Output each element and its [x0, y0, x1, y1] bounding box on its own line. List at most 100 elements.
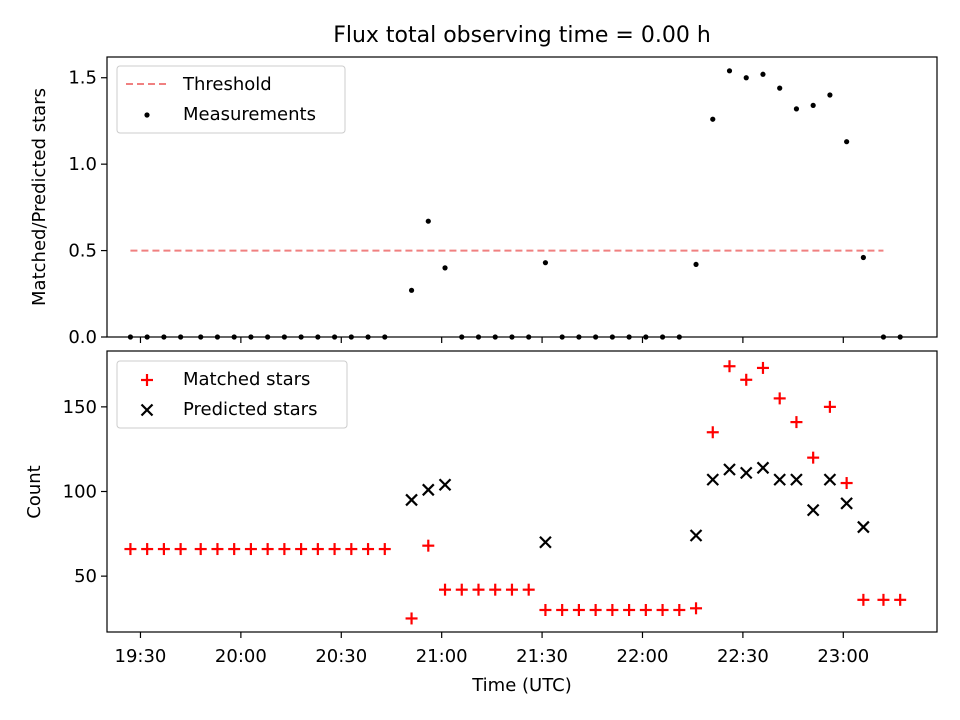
measurement-point — [542, 260, 549, 266]
matched-star-point — [673, 603, 686, 616]
matched-star-point — [472, 583, 485, 596]
top-y-axis-label: Matched/Predicted stars — [29, 88, 50, 306]
predicted-star-point — [739, 466, 753, 480]
matched-star-point — [345, 543, 358, 556]
matched-star-point — [157, 543, 170, 556]
matched-star-point — [539, 603, 552, 616]
matched-star-point — [556, 603, 569, 616]
matched-star-point — [572, 603, 585, 616]
x-tick-label: 21:00 — [416, 646, 468, 667]
matched-star-point — [522, 583, 535, 596]
legend-matched-label: Matched stars — [183, 369, 310, 390]
matched-star-point — [790, 416, 803, 429]
matched-star-point — [589, 603, 602, 616]
matched-star-point — [174, 543, 187, 556]
matched-star-point — [439, 583, 452, 596]
measurement-point — [743, 75, 749, 81]
x-tick-label: 22:30 — [717, 646, 769, 667]
matched-star-point — [773, 392, 786, 405]
measurement-point — [710, 116, 716, 122]
measurement-point — [760, 71, 766, 77]
legend-matched-swatch — [141, 374, 153, 386]
matched-star-point — [840, 477, 853, 490]
legend-predicted-marker — [140, 403, 154, 417]
bottom-plot-marks — [124, 360, 907, 625]
measurement-point — [793, 106, 800, 112]
measurement-point — [726, 68, 733, 74]
matched-star-point — [489, 583, 502, 596]
x-tick-label: 22:00 — [617, 646, 669, 667]
x-tick-label: 20:00 — [215, 646, 267, 667]
matched-star-point — [378, 543, 391, 556]
matched-star-point — [606, 603, 619, 616]
measurement-point — [810, 102, 816, 108]
legend-predicted-swatch — [140, 403, 154, 417]
bottom-y-tick-label: 50 — [74, 566, 97, 587]
matched-star-point — [261, 543, 274, 556]
predicted-star-point — [405, 493, 418, 507]
matched-star-point — [740, 373, 753, 386]
measurement-point — [844, 139, 850, 145]
matched-star-point — [422, 539, 435, 552]
bottom-legend: Matched stars Predicted stars — [116, 360, 348, 429]
bottom-x-axis-ticks: 19:30 20:00 20:30 21:00 21:30 22:00 22:30 23:00 — [115, 632, 869, 667]
matched-star-point — [723, 360, 736, 373]
bottom-y-axis-label: Count — [24, 465, 45, 518]
x-axis-label: Time (UTC) — [471, 675, 572, 696]
matched-star-point — [311, 543, 324, 556]
matched-star-point — [706, 426, 719, 439]
legend-predicted-label: Predicted stars — [183, 399, 317, 420]
matched-star-point — [194, 543, 207, 556]
top-legend: Threshold Measurements — [116, 65, 346, 134]
x-tick-label: 23:00 — [817, 646, 869, 667]
top-axes-frame — [106, 56, 938, 338]
x-tick-label: 20:30 — [315, 646, 367, 667]
matched-star-point — [505, 583, 518, 596]
matched-star-point — [141, 543, 154, 556]
predicted-star-point — [790, 473, 803, 486]
bottom-y-tick-label: 100 — [63, 482, 97, 503]
matched-star-point — [823, 400, 836, 413]
x-tick-label: 19:30 — [115, 646, 167, 667]
top-y-axis-ticks: 0.0 0.5 1.0 1.5 — [68, 68, 107, 348]
predicted-star-point — [706, 473, 720, 486]
matched-star-point — [690, 602, 703, 615]
legend-threshold-label: Threshold — [182, 74, 272, 95]
matched-star-point — [623, 603, 636, 616]
measurement-point — [860, 254, 866, 261]
matched-star-point — [455, 583, 468, 596]
top-legend-frame — [116, 65, 346, 134]
bottom-panel: 50 100 150 19:30 20:00 20:30 21:00 21:30 22:00 2… — [24, 350, 938, 696]
bottom-y-tick-label: 150 — [63, 397, 97, 418]
predicted-star-point — [539, 536, 552, 549]
matched-star-point — [328, 543, 341, 556]
matched-star-point — [656, 603, 669, 616]
legend-matched-marker — [141, 374, 153, 386]
top-x-axis-ticks — [139, 337, 844, 343]
top-y-tick-label: 0.0 — [68, 327, 97, 348]
matched-star-point — [639, 603, 652, 616]
top-y-tick-label: 1.5 — [68, 68, 97, 89]
predicted-star-point — [840, 497, 853, 510]
matched-star-point — [228, 543, 241, 556]
measurement-point — [777, 85, 783, 91]
predicted-star-point — [689, 529, 703, 542]
top-y-tick-label: 0.5 — [68, 241, 97, 262]
predicted-star-point — [422, 483, 435, 497]
top-y-tick-label: 1.0 — [68, 154, 97, 175]
measurement-point — [827, 92, 833, 98]
x-tick-label: 21:30 — [516, 646, 568, 667]
matched-star-point — [894, 593, 907, 606]
matched-star-point — [244, 543, 257, 556]
predicted-star-point — [857, 520, 870, 534]
matched-star-point — [405, 612, 418, 625]
measurement-point — [693, 261, 699, 268]
measurement-point — [442, 265, 448, 271]
matched-star-point — [362, 543, 375, 556]
predicted-star-point — [723, 463, 736, 476]
matched-star-point — [211, 543, 224, 556]
measurement-point — [408, 287, 415, 293]
matched-star-point — [877, 593, 890, 606]
chart-title: Flux total observing time = 0.00 h — [333, 23, 711, 48]
